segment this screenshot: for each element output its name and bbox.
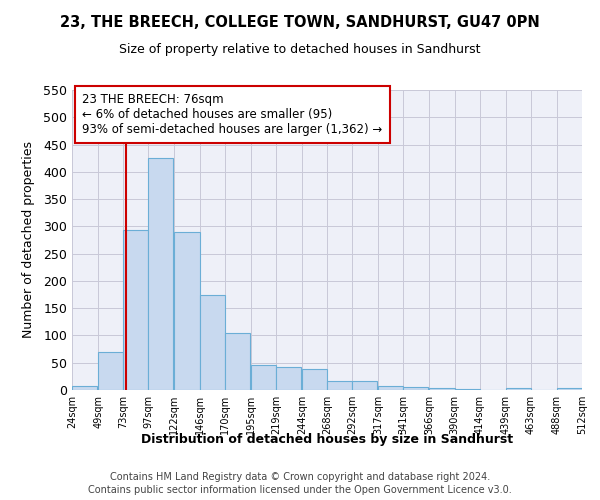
Bar <box>276 366 301 390</box>
Text: 23, THE BREECH, COLLEGE TOWN, SANDHURST, GU47 0PN: 23, THE BREECH, COLLEGE TOWN, SANDHURST,… <box>60 15 540 30</box>
Bar <box>378 386 403 390</box>
Bar <box>403 388 428 390</box>
Bar <box>175 232 199 390</box>
Bar <box>98 352 123 390</box>
Bar <box>352 382 377 390</box>
Bar <box>506 388 531 390</box>
Bar <box>148 158 173 390</box>
Bar <box>123 230 148 390</box>
Bar <box>455 389 479 390</box>
Text: Distribution of detached houses by size in Sandhurst: Distribution of detached houses by size … <box>141 432 513 446</box>
Bar <box>557 388 582 390</box>
Text: Size of property relative to detached houses in Sandhurst: Size of property relative to detached ho… <box>119 42 481 56</box>
Text: 23 THE BREECH: 76sqm
← 6% of detached houses are smaller (95)
93% of semi-detach: 23 THE BREECH: 76sqm ← 6% of detached ho… <box>82 93 382 136</box>
Bar <box>302 370 327 390</box>
Text: Contains public sector information licensed under the Open Government Licence v3: Contains public sector information licen… <box>88 485 512 495</box>
Bar <box>224 332 250 390</box>
Bar <box>72 386 97 390</box>
Bar <box>251 366 276 390</box>
Bar <box>327 380 352 390</box>
Text: Contains HM Land Registry data © Crown copyright and database right 2024.: Contains HM Land Registry data © Crown c… <box>110 472 490 482</box>
Bar <box>200 294 224 390</box>
Bar <box>430 388 455 390</box>
Y-axis label: Number of detached properties: Number of detached properties <box>22 142 35 338</box>
